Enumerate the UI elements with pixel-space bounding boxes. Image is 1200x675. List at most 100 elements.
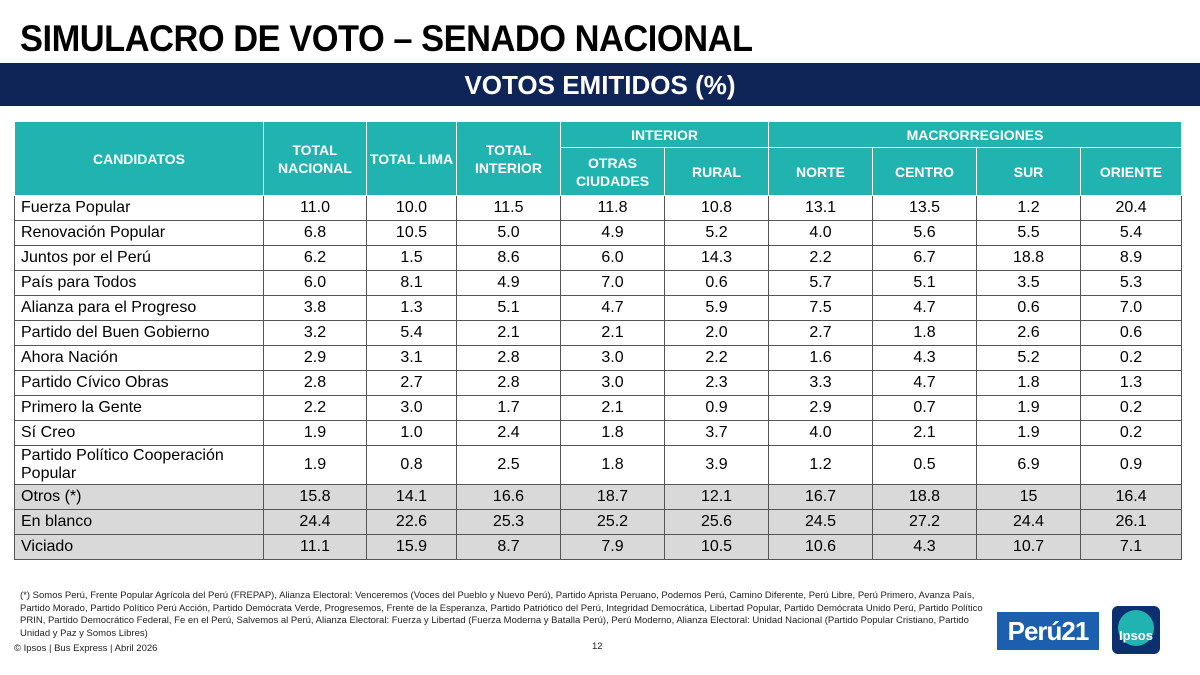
table-cell: 6.0 (560, 245, 665, 271)
table-cell: 7.9 (560, 534, 665, 560)
table-cell: 20.4 (1080, 195, 1183, 221)
table-cell: 8.7 (456, 534, 561, 560)
table-cell: 18.8 (976, 245, 1082, 271)
table-cell: 1.8 (976, 370, 1082, 396)
table-row: Viciado 11.1 15.9 8.7 7.9 10.5 10.6 4.3 10.7 7.1 (14, 534, 1183, 560)
copyright: © Ipsos | Bus Express | Abril 2026 (14, 643, 158, 654)
table-cell: 5.9 (663, 295, 770, 321)
header-total-nacional: TOTAL NACIONAL (263, 121, 367, 196)
table-cell: 1.7 (456, 395, 561, 421)
table-cell: 1.8 (560, 420, 665, 446)
table-cell: 2.2 (663, 345, 770, 371)
candidate-name: Partido del Buen Gobierno (14, 320, 264, 346)
table-cell: 7.0 (560, 270, 665, 296)
results-table: CANDIDATOS TOTAL NACIONAL TOTAL LIMA TOT… (14, 121, 1183, 560)
table-cell: 3.5 (976, 270, 1082, 296)
table-cell: 7.0 (1080, 295, 1183, 321)
table-cell: 3.0 (560, 345, 665, 371)
candidate-name: Juntos por el Perú (14, 245, 264, 271)
table-cell: 4.9 (560, 220, 665, 246)
table-cell: 2.9 (768, 395, 874, 421)
candidate-name: Renovación Popular (14, 220, 264, 246)
table-row: Partido Político Cooperación Popular 1.9 0… (14, 445, 1183, 485)
table-cell: 2.4 (456, 420, 561, 446)
candidate-name: Fuerza Popular (14, 195, 264, 221)
candidate-name: Primero la Gente (14, 395, 264, 421)
table-cell: 2.1 (872, 420, 978, 446)
table-cell: 0.9 (663, 395, 770, 421)
table-cell: 2.8 (456, 370, 561, 396)
table-cell: 2.9 (263, 345, 367, 371)
header-interior: INTERIOR (559, 121, 770, 148)
table-cell: 4.3 (872, 345, 978, 371)
table-cell: 1.0 (366, 420, 457, 446)
table-cell: 14.3 (663, 245, 770, 271)
table-cell: 1.8 (560, 445, 665, 485)
table-cell: 15.8 (263, 484, 367, 510)
header-total-interior: TOTAL INTERIOR (456, 121, 561, 196)
table-cell: 3.3 (768, 370, 874, 396)
table-cell: 2.7 (768, 320, 874, 346)
table-cell: 2.6 (976, 320, 1082, 346)
table-cell: 5.4 (1080, 220, 1183, 246)
table-cell: 10.5 (663, 534, 770, 560)
table-cell: 3.0 (560, 370, 665, 396)
table-cell: 15.9 (366, 534, 457, 560)
table-cell: 5.7 (768, 270, 874, 296)
candidate-name: Sí Creo (14, 420, 264, 446)
table-cell: 1.9 (976, 395, 1082, 421)
candidate-name: Partido Político Cooperación Popular (14, 445, 264, 485)
table-cell: 0.6 (1080, 320, 1183, 346)
table-cell: 4.7 (872, 295, 978, 321)
table-cell: 1.3 (366, 295, 457, 321)
table-cell: 2.7 (366, 370, 457, 396)
table-cell: 5.1 (456, 295, 561, 321)
table-cell: 3.0 (366, 395, 457, 421)
table-cell: 14.1 (366, 484, 457, 510)
table-cell: 11.1 (263, 534, 367, 560)
header-oriente: ORIENTE (1080, 147, 1183, 196)
table-cell: 10.8 (663, 195, 770, 221)
candidate-name: Otros (*) (14, 484, 264, 510)
table-cell: 1.9 (263, 445, 367, 485)
candidate-name: Alianza para el Progreso (14, 295, 264, 321)
header-total-lima: TOTAL LIMA (366, 121, 457, 196)
page-number: 12 (592, 641, 603, 652)
table-cell: 8.9 (1080, 245, 1183, 271)
table-cell: 5.4 (366, 320, 457, 346)
table-cell: 26.1 (1080, 509, 1183, 535)
table-cell: 1.3 (1080, 370, 1183, 396)
table-cell: 2.1 (560, 395, 665, 421)
table-cell: 3.2 (263, 320, 367, 346)
header-norte: NORTE (768, 147, 874, 196)
table-cell: 27.2 (872, 509, 978, 535)
ipsos-logo: Ipsos (1112, 606, 1160, 654)
table-cell: 24.4 (976, 509, 1082, 535)
table-cell: 6.8 (263, 220, 367, 246)
table-cell: 5.6 (872, 220, 978, 246)
table-cell: 6.0 (263, 270, 367, 296)
header-macrorregiones: MACRORREGIONES (768, 121, 1183, 148)
table-cell: 0.9 (1080, 445, 1183, 485)
table-cell: 11.5 (456, 195, 561, 221)
table-cell: 3.8 (263, 295, 367, 321)
ipsos-logo-circle (1118, 610, 1154, 646)
table-cell: 16.7 (768, 484, 874, 510)
table-cell: 10.0 (366, 195, 457, 221)
table-cell: 25.2 (560, 509, 665, 535)
table-cell: 5.2 (976, 345, 1082, 371)
table-cell: 13.5 (872, 195, 978, 221)
table-cell: 25.3 (456, 509, 561, 535)
table-cell: 5.5 (976, 220, 1082, 246)
table-cell: 1.2 (768, 445, 874, 485)
table-row: Otros (*) 15.8 14.1 16.6 18.7 12.1 16.7 18.8 15 1… (14, 484, 1183, 510)
table-cell: 4.3 (872, 534, 978, 560)
table-row: Alianza para el Progreso 3.8 1.3 5.1 4.7 5.9 7… (14, 295, 1183, 321)
table-cell: 0.5 (872, 445, 978, 485)
table-cell: 3.7 (663, 420, 770, 446)
table-cell: 7.1 (1080, 534, 1183, 560)
table-cell: 8.6 (456, 245, 561, 271)
table-row: Primero la Gente 2.2 3.0 1.7 2.1 0.9 2.9 0.7 1.9… (14, 395, 1183, 421)
table-cell: 5.1 (872, 270, 978, 296)
table-row: Sí Creo 1.9 1.0 2.4 1.8 3.7 4.0 2.1 1.9 0.2 (14, 420, 1183, 446)
